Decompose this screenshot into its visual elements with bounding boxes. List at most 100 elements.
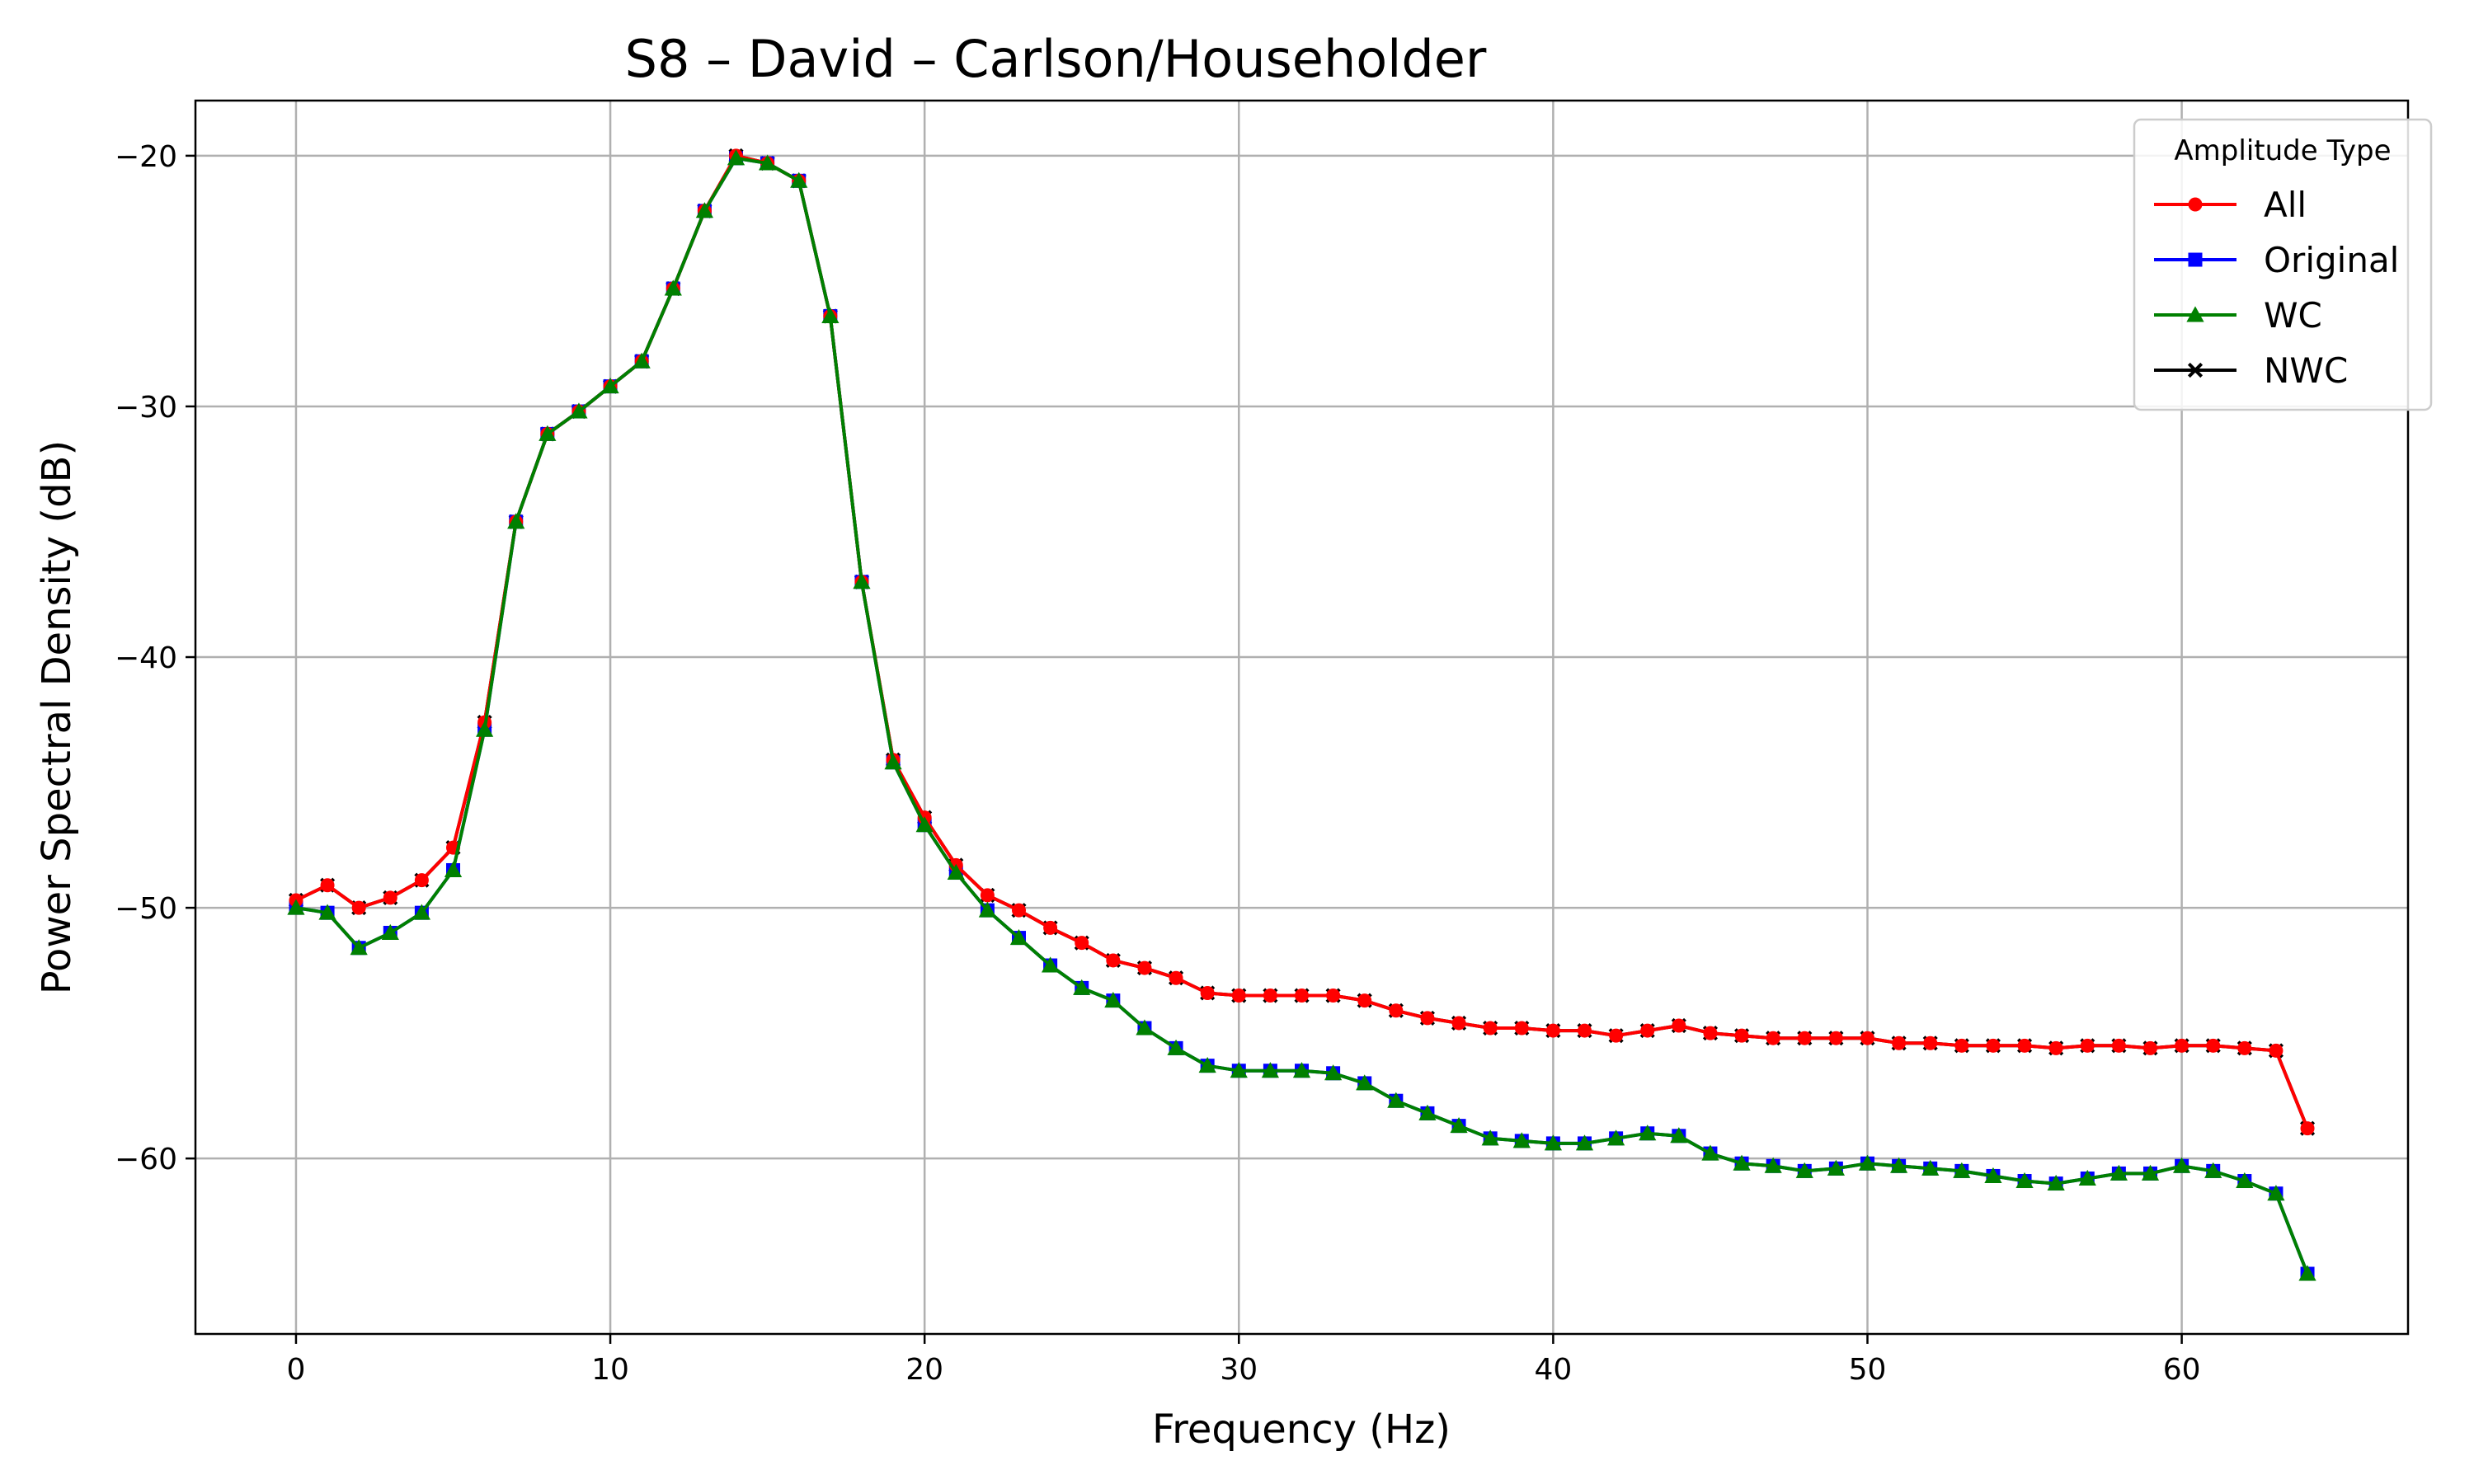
data-point-wc <box>1639 1125 1657 1141</box>
data-point-wc <box>1167 1039 1185 1055</box>
data-point-wc <box>1450 1117 1468 1134</box>
data-point-wc <box>1889 1157 1908 1173</box>
data-point-all <box>1672 1018 1686 1033</box>
x-tick-label: 0 <box>287 1353 306 1387</box>
data-point-wc <box>758 154 777 171</box>
data-point-wc <box>539 425 557 441</box>
data-point-wc <box>790 171 808 188</box>
series-line-all <box>295 153 2309 1129</box>
data-point-all <box>2048 1040 2063 1055</box>
data-point-wc <box>727 149 745 166</box>
data-point-wc <box>412 904 431 920</box>
y-tick-label: −60 <box>115 1143 177 1176</box>
data-point-all <box>1389 1003 1404 1018</box>
data-point-wc <box>1795 1162 1813 1178</box>
data-point-all <box>2017 1038 2032 1053</box>
series-all <box>289 148 2315 1136</box>
legend-label: NWC <box>2264 350 2348 391</box>
data-point-all <box>1012 903 1027 918</box>
data-point-wc <box>853 573 871 589</box>
legend-label: WC <box>2264 295 2322 336</box>
data-point-all <box>1797 1031 1812 1045</box>
data-point-wc <box>287 899 305 915</box>
data-point-all <box>1295 989 1309 1003</box>
data-point-wc <box>601 378 619 394</box>
y-tick-label: −30 <box>115 391 177 425</box>
series-line-wc <box>295 156 2309 1275</box>
x-axis-label: Frequency (Hz) <box>1152 1407 1451 1453</box>
data-point-all <box>1483 1021 1498 1036</box>
data-point-all <box>1514 1021 1529 1036</box>
data-point-wc <box>1953 1162 1971 1178</box>
y-tick-label: −40 <box>115 641 177 675</box>
data-point-all <box>1766 1031 1780 1045</box>
data-point-wc <box>1921 1159 1940 1176</box>
data-point-wc <box>1136 1019 1154 1036</box>
data-point-all <box>1200 985 1215 1000</box>
x-tick-label: 40 <box>1534 1353 1572 1387</box>
legend-item-all: All <box>2154 185 2307 225</box>
data-point-wc <box>2047 1174 2065 1191</box>
legend-item-nwc: NWC <box>2154 350 2348 391</box>
y-tick-label: −50 <box>115 892 177 926</box>
data-point-wc <box>915 816 934 833</box>
legend-marker <box>2187 362 2204 378</box>
data-point-wc <box>318 904 336 920</box>
data-point-all <box>351 900 366 915</box>
data-point-all <box>1169 970 1183 985</box>
grid-lines <box>195 101 2408 1334</box>
data-point-all <box>1420 1011 1435 1026</box>
data-point-wc <box>2015 1172 2034 1189</box>
series-line-original <box>295 156 2309 1275</box>
data-point-all <box>1357 993 1372 1008</box>
data-point-all <box>1734 1028 1749 1043</box>
data-point-all <box>2237 1040 2252 1055</box>
data-point-wc <box>1858 1154 1877 1171</box>
data-point-wc <box>1418 1104 1437 1120</box>
data-point-wc <box>884 754 902 770</box>
data-point-wc <box>1198 1057 1216 1073</box>
data-point-all <box>1609 1028 1624 1043</box>
data-point-all <box>2269 1043 2284 1058</box>
data-point-all <box>2175 1038 2189 1053</box>
data-point-wc <box>2298 1265 2316 1281</box>
series-original <box>289 151 2315 1281</box>
series-line-nwc <box>295 153 2309 1129</box>
data-point-wc <box>1575 1134 1594 1151</box>
x-tick-label: 60 <box>2163 1353 2201 1387</box>
data-point-wc <box>1512 1132 1531 1148</box>
series-wc <box>287 149 2316 1281</box>
data-point-wc <box>570 402 588 419</box>
data-point-all <box>1703 1026 1718 1040</box>
data-point-all <box>2300 1121 2315 1136</box>
legend-marker <box>2188 197 2203 212</box>
data-point-wc <box>1764 1157 1782 1173</box>
legend-label: Original <box>2264 240 2399 280</box>
data-point-wc <box>444 861 463 877</box>
legend-item-wc: WC <box>2154 295 2322 336</box>
data-point-all <box>1326 989 1341 1003</box>
data-point-wc <box>695 202 714 218</box>
legend-label: All <box>2264 185 2307 225</box>
data-point-wc <box>1481 1129 1499 1146</box>
data-point-wc <box>633 352 651 369</box>
y-axis-label: Power Spectral Density (dB) <box>34 440 80 994</box>
data-point-wc <box>1701 1144 1719 1161</box>
data-point-all <box>414 873 429 888</box>
data-point-wc <box>947 863 965 881</box>
data-point-all <box>1860 1031 1874 1045</box>
x-tick-label: 30 <box>1220 1353 1258 1387</box>
data-point-all <box>1075 936 1089 951</box>
data-point-wc <box>1387 1092 1405 1108</box>
data-point-wc <box>350 939 368 956</box>
y-axis-ticks: −20 −30 −40 −50 −60 <box>115 140 195 1176</box>
data-point-wc <box>2141 1164 2160 1181</box>
data-point-wc <box>1041 956 1060 973</box>
data-point-wc <box>1261 1062 1280 1078</box>
data-point-wc <box>1544 1134 1563 1151</box>
data-point-all <box>1954 1038 1969 1053</box>
data-point-wc <box>1324 1064 1343 1081</box>
data-point-wc <box>1230 1062 1248 1078</box>
data-point-all <box>1263 989 1277 1003</box>
data-point-all <box>383 890 397 905</box>
